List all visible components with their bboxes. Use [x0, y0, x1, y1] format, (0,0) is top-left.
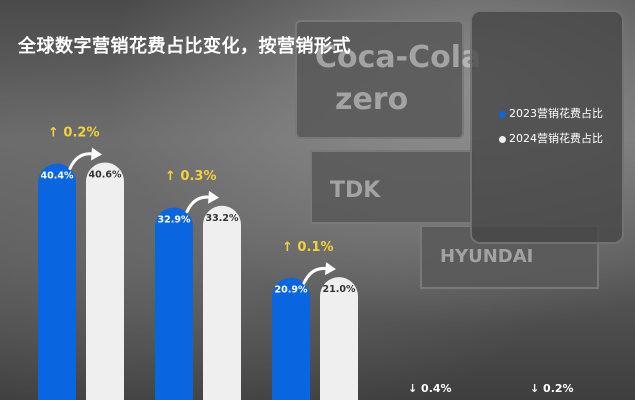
- bar-2024: [320, 277, 358, 400]
- change-label: ↑ 0.1%: [282, 240, 333, 255]
- legend-swatch-2024: [499, 135, 506, 143]
- bar-2023: [155, 207, 193, 400]
- legend-label-2023: 2023营销花费占比: [509, 107, 603, 120]
- change-label: ↑ 0.3%: [165, 169, 216, 184]
- change-arrow-head: [208, 190, 219, 204]
- background-billboard-text: Coca-Cola: [315, 40, 482, 75]
- background-billboard-text: HYUNDAI: [440, 246, 534, 267]
- background-billboard: [310, 150, 474, 224]
- change-arrow-head: [91, 147, 102, 161]
- change-label: ↓ 0.4%: [408, 382, 452, 395]
- change-arrow-head: [325, 262, 336, 276]
- value-label-2023: 20.9%: [275, 285, 308, 296]
- legend-item-2024: 2024营销花费占比: [499, 130, 603, 146]
- legend-item-2023: 2023营销花费占比: [499, 105, 603, 121]
- background-billboard-text: zero: [335, 82, 409, 117]
- background-billboard-text: TDK: [330, 178, 381, 203]
- background-billboard: [470, 10, 624, 244]
- legend-label-2024: 2024营销花费占比: [509, 132, 603, 145]
- value-label-2024: 21.0%: [323, 284, 356, 295]
- value-label-2024: 40.6%: [89, 169, 122, 180]
- value-label-2023: 32.9%: [158, 215, 191, 226]
- change-label: ↑ 0.2%: [48, 125, 99, 140]
- change-label: ↓ 0.2%: [530, 382, 574, 395]
- value-label-2023: 40.4%: [41, 171, 74, 182]
- bar-2024: [86, 162, 124, 400]
- bar-2023: [272, 277, 310, 400]
- chart-title: 全球数字营销花费占比变化，按营销形式: [18, 36, 351, 57]
- bar-2024: [203, 205, 241, 400]
- value-label-2024: 33.2%: [206, 213, 239, 224]
- legend-swatch-2023: [499, 110, 506, 118]
- background-billboard: [295, 20, 464, 139]
- bar-2023: [38, 163, 76, 400]
